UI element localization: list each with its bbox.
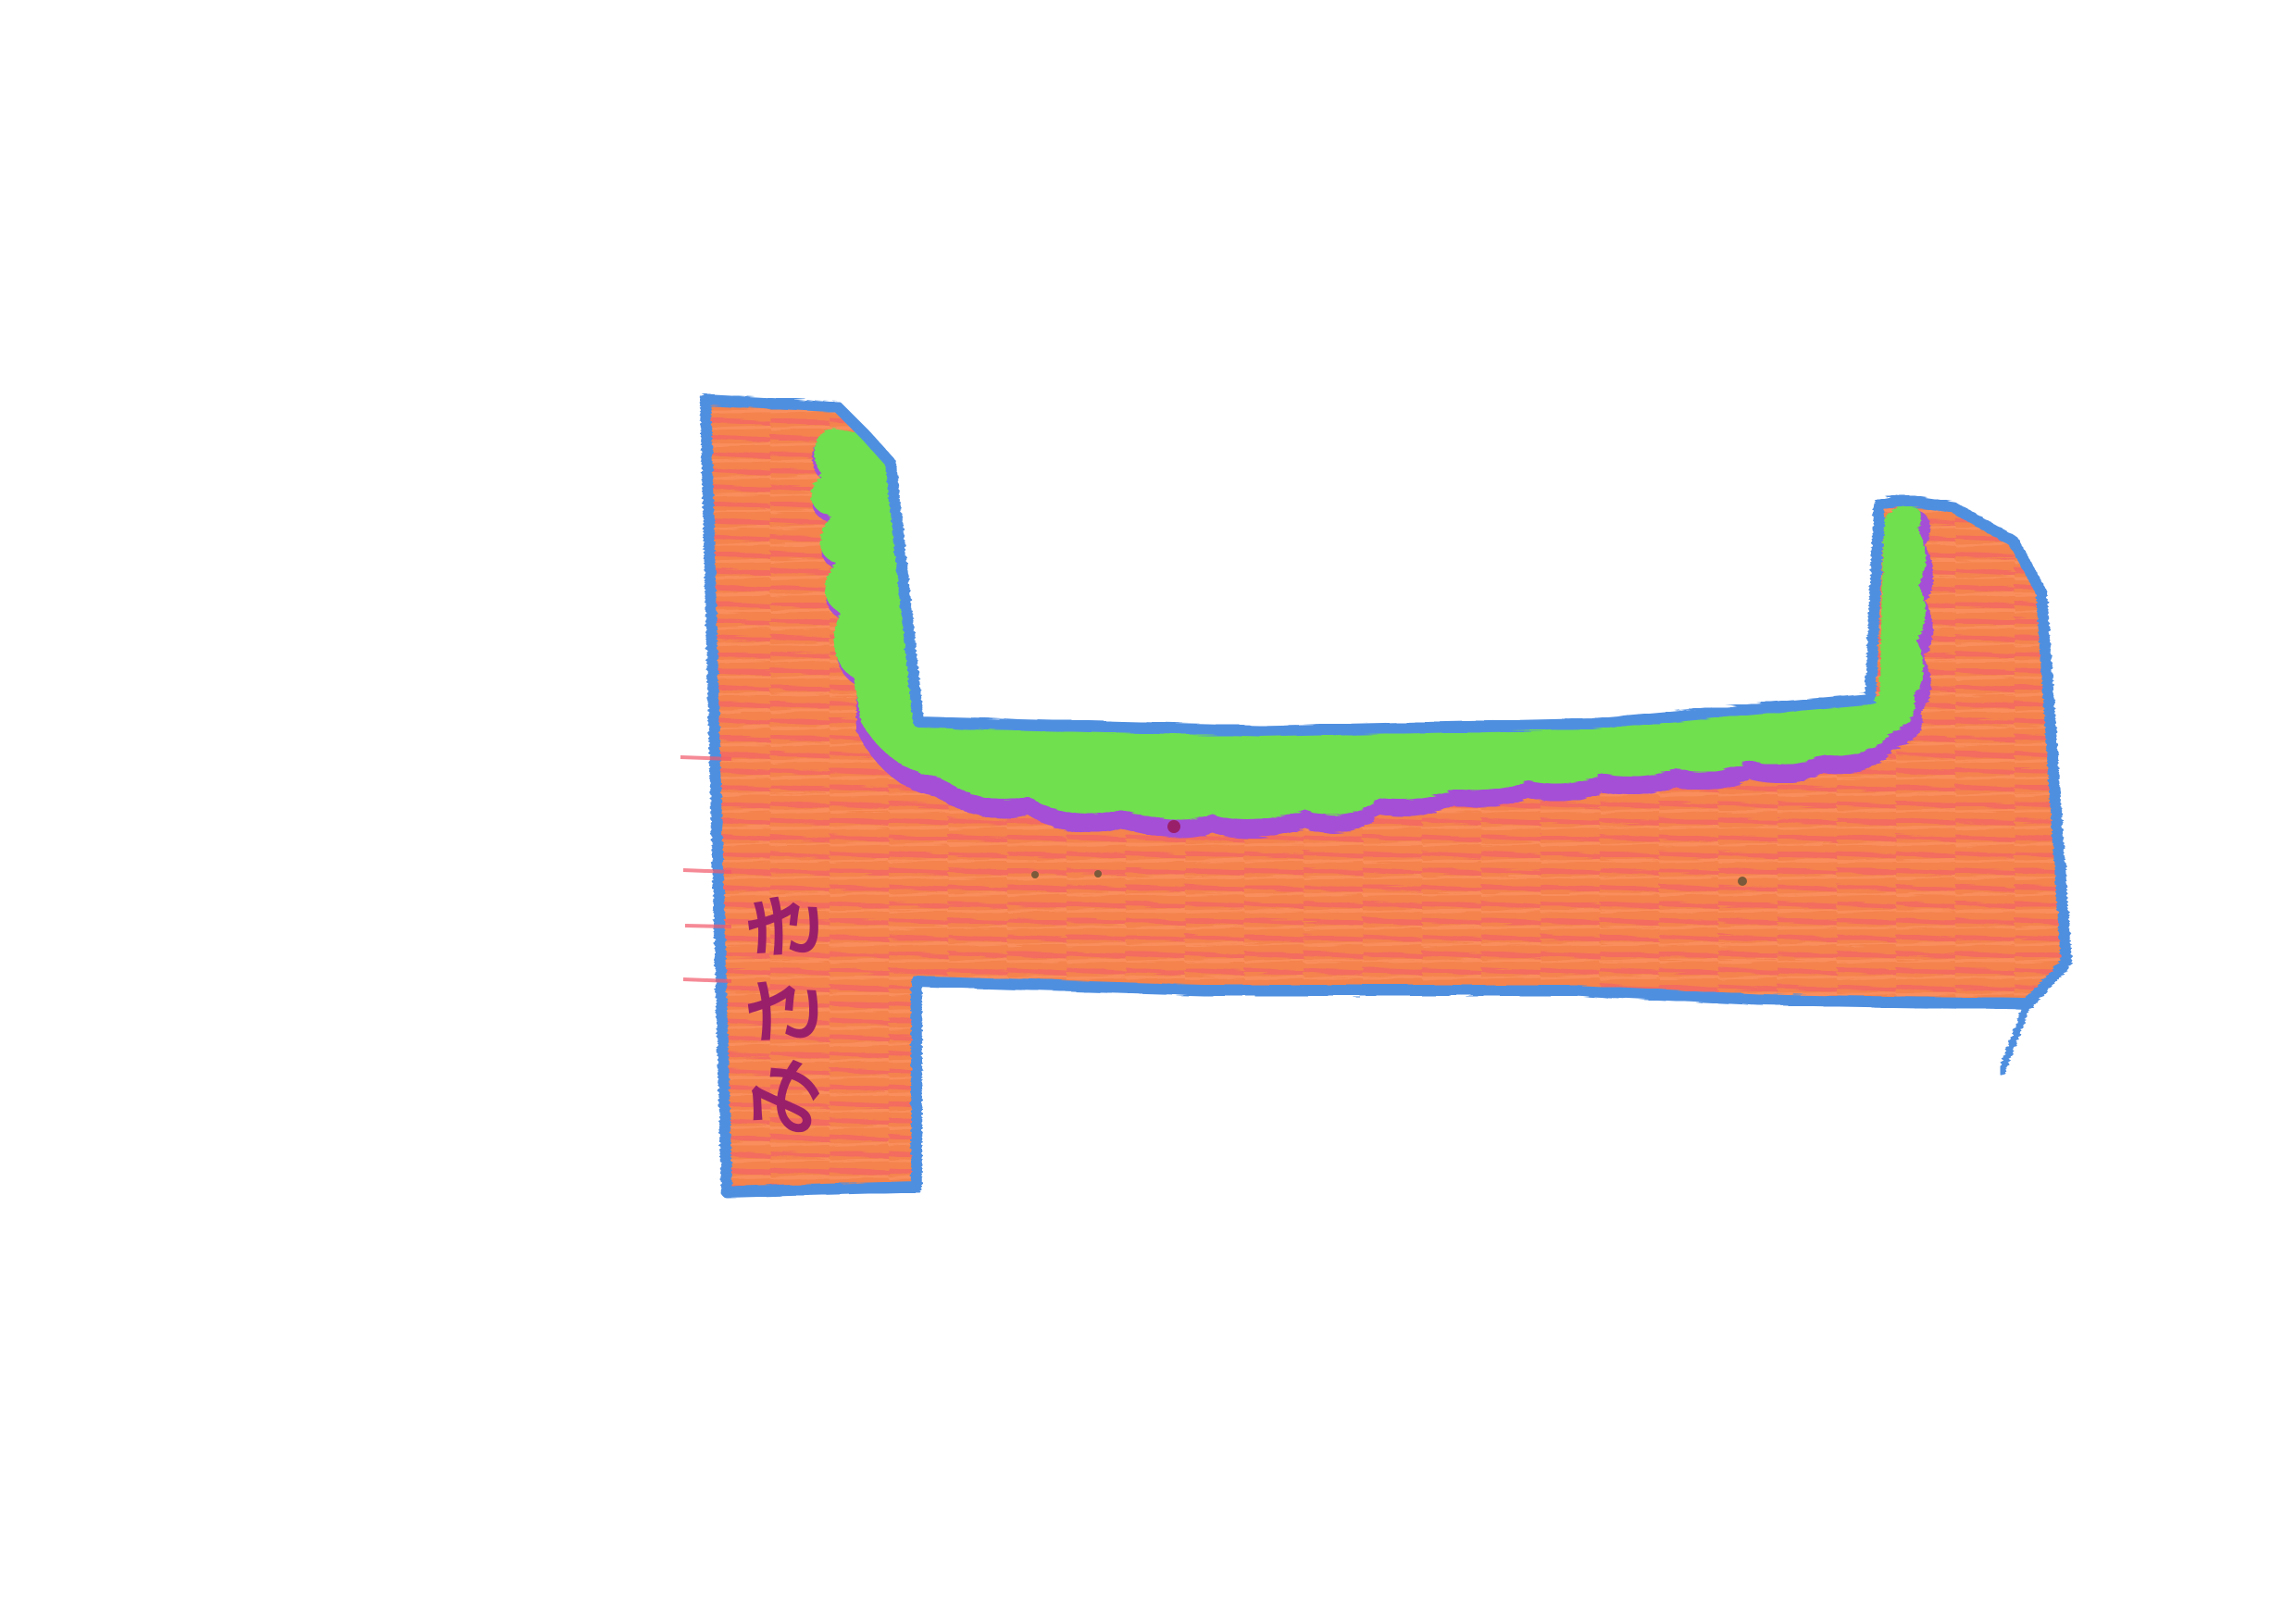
ink-dots [1031, 820, 1747, 886]
signature-text: みさき [740, 881, 832, 1137]
blue-outline [700, 394, 2072, 1198]
signature: みさき [740, 881, 832, 1137]
stray-marks [680, 755, 732, 983]
green-band-fill [810, 428, 1927, 820]
green-band [810, 428, 1934, 839]
outline-tail [1998, 1001, 2031, 1076]
